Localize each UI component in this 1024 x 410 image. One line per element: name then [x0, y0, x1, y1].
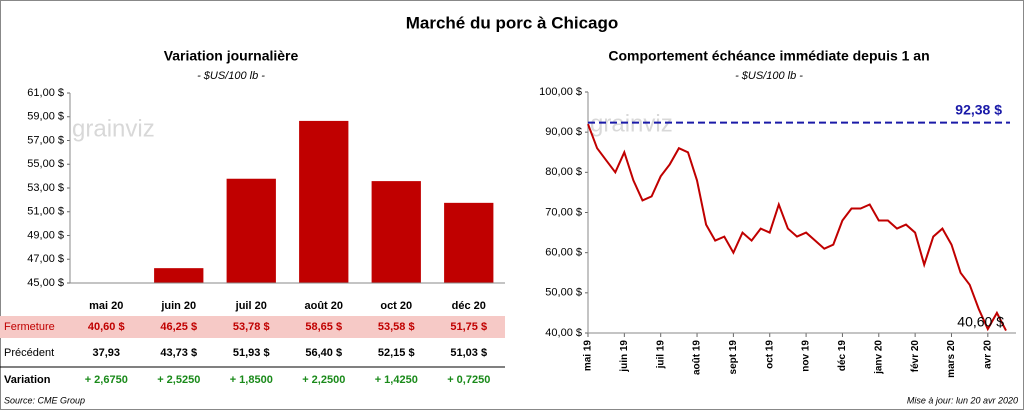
- y-tick-label: 50,00 $: [545, 287, 582, 299]
- table-cell: 43,73 $: [160, 347, 197, 359]
- y-tick-label: 51,00 $: [27, 206, 64, 218]
- table-cell: 37,93: [92, 347, 120, 359]
- row-label: Précédent: [4, 347, 54, 359]
- chart-title: Variation journalière: [164, 48, 299, 64]
- y-tick-label: 59,00 $: [27, 111, 64, 123]
- table-cell: + 1,8500: [230, 374, 273, 386]
- y-tick-label: 60,00 $: [545, 247, 582, 259]
- row-label: Fermeture: [4, 321, 55, 333]
- x-tick-label: mai 20: [89, 300, 123, 312]
- table-cell: + 2,5250: [157, 374, 200, 386]
- annotation: 40,60 $: [957, 314, 1004, 330]
- x-tick-label: août 20: [304, 300, 343, 312]
- y-tick-label: 40,00 $: [545, 327, 582, 339]
- row-label: Variation: [4, 374, 51, 386]
- chart-subtitle: - $US/100 lb -: [735, 70, 803, 82]
- y-tick-label: 100,00 $: [539, 86, 582, 98]
- y-tick-label: 49,00 $: [27, 229, 64, 241]
- chart-subtitle: - $US/100 lb -: [197, 70, 265, 82]
- bar: [299, 120, 349, 283]
- x-tick-label: sept 19: [728, 340, 739, 375]
- row-highlight: [0, 316, 505, 338]
- x-tick-label: mai 19: [583, 340, 594, 372]
- x-tick-label: juil 20: [235, 300, 267, 312]
- table-cell: + 2,6750: [85, 374, 128, 386]
- value-label: 51,75 $: [450, 321, 487, 333]
- x-tick-label: févr 20: [910, 340, 921, 373]
- value-label: 46,25 $: [160, 321, 197, 333]
- table-cell: 51,93 $: [233, 347, 270, 359]
- x-tick-label: mars 20: [946, 340, 957, 378]
- x-tick-label: déc 20: [452, 300, 486, 312]
- y-tick-label: 53,00 $: [27, 182, 64, 194]
- y-tick-label: 57,00 $: [27, 134, 64, 146]
- updated: Mise à jour: lun 20 avr 2020: [907, 395, 1018, 405]
- x-tick-label: nov 19: [801, 340, 812, 372]
- watermark: grainviz: [590, 110, 673, 137]
- table-cell: + 1,4250: [375, 374, 418, 386]
- bar: [154, 268, 204, 283]
- chart-title: Comportement échéance immédiate depuis 1…: [608, 48, 929, 64]
- y-tick-label: 90,00 $: [545, 126, 582, 138]
- y-tick-label: 47,00 $: [27, 253, 64, 265]
- source: Source: CME Group: [4, 395, 85, 405]
- x-tick-label: juin 19: [619, 340, 630, 373]
- x-tick-label: déc 19: [837, 340, 848, 372]
- x-tick-label: janv 20: [873, 340, 884, 375]
- table-cell: 56,40 $: [305, 347, 342, 359]
- table-cell: 52,15 $: [378, 347, 415, 359]
- x-tick-label: juil 19: [655, 340, 666, 370]
- x-tick-label: juin 20: [160, 300, 196, 312]
- value-label: 40,60 $: [88, 321, 125, 333]
- bar: [371, 181, 421, 283]
- y-tick-label: 80,00 $: [545, 166, 582, 178]
- page-title: Marché du porc à Chicago: [406, 13, 619, 32]
- reference-label: 92,38 $: [955, 101, 1002, 117]
- x-tick-label: août 19: [692, 340, 703, 375]
- value-label: 53,78 $: [233, 321, 270, 333]
- y-tick-label: 55,00 $: [27, 158, 64, 170]
- bar: [226, 178, 276, 283]
- table-cell: + 0,7250: [447, 374, 490, 386]
- y-tick-label: 61,00 $: [27, 87, 64, 99]
- y-tick-label: 45,00 $: [27, 277, 64, 289]
- x-tick-label: oct 19: [764, 340, 775, 369]
- line-series: [587, 123, 1007, 332]
- table-cell: + 2,2500: [302, 374, 345, 386]
- table-cell: 51,03 $: [450, 347, 487, 359]
- value-label: 53,58 $: [378, 321, 415, 333]
- x-tick-label: oct 20: [380, 300, 412, 312]
- y-tick-label: 70,00 $: [545, 206, 582, 218]
- value-label: 58,65 $: [305, 321, 342, 333]
- bar: [444, 202, 494, 283]
- x-tick-label: avr 20: [982, 340, 993, 369]
- watermark: grainviz: [72, 115, 155, 142]
